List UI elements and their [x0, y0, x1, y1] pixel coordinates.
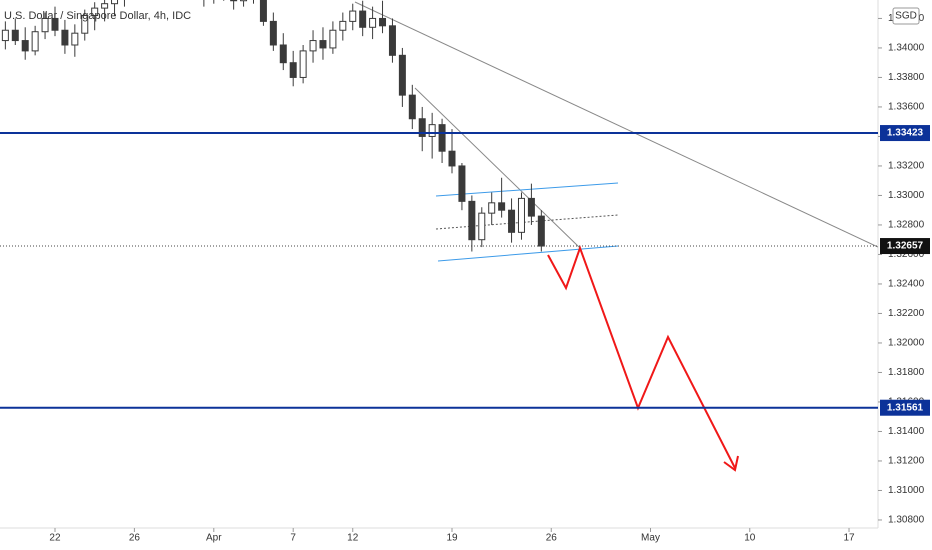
- x-tick-label: 7: [290, 533, 296, 544]
- candle-body: [11, 29, 19, 42]
- candle-body: [398, 54, 406, 96]
- last-price-box: [880, 238, 930, 255]
- candle-body: [299, 50, 307, 78]
- candle-body: [408, 94, 416, 120]
- candle-body: [230, 0, 238, 2]
- candle-body: [279, 44, 287, 64]
- level-label: 1.31561: [887, 402, 924, 413]
- x-tick-label: 12: [347, 533, 359, 544]
- candle-body: [240, 0, 248, 2]
- candle-body: [478, 212, 486, 241]
- level-label-box: [880, 399, 930, 416]
- candle-body: [448, 150, 456, 167]
- candle-body: [111, 0, 119, 5]
- projection-arrowhead: [723, 455, 739, 472]
- channel-line: [437, 245, 619, 262]
- projection-path: [547, 245, 736, 469]
- candle-body: [31, 31, 39, 52]
- y-tick-label: 1.33800: [888, 72, 925, 83]
- channel-line: [435, 182, 619, 197]
- candle-body: [488, 202, 496, 214]
- candle-body: [498, 202, 506, 211]
- x-tick-label: 26: [129, 533, 141, 544]
- level-label-box: [880, 125, 930, 142]
- y-tick-label: 1.32000: [888, 338, 925, 349]
- candle-body: [537, 215, 545, 247]
- candle-body: [369, 17, 377, 28]
- x-tick-label: May: [641, 533, 660, 544]
- trend-line: [414, 87, 581, 249]
- candle-body: [319, 40, 327, 49]
- candle-body: [289, 62, 297, 78]
- candle-body: [468, 200, 476, 241]
- y-tick-label: 1.33600: [888, 102, 925, 113]
- channel-mid-line: [435, 214, 619, 230]
- candle-body: [349, 10, 357, 22]
- candle-body: [259, 0, 267, 22]
- candle-body: [21, 40, 29, 52]
- x-tick-label: 17: [843, 533, 855, 544]
- level-label: 1.33423: [887, 128, 924, 139]
- y-tick-label: 1.33200: [888, 161, 925, 172]
- trend-line: [354, 1, 878, 248]
- y-tick-label: 1.31800: [888, 367, 925, 378]
- candle-body: [339, 20, 347, 31]
- currency-box: [892, 7, 920, 25]
- y-tick-label: 1.30800: [888, 515, 925, 526]
- y-tick-label: 1.33000: [888, 190, 925, 201]
- candle-body: [71, 32, 79, 46]
- candle-body: [359, 10, 367, 28]
- candle-body: [438, 124, 446, 152]
- candle-body: [428, 124, 436, 137]
- chart-title: U.S. Dollar / Singapore Dollar, 4h, IDC: [4, 10, 191, 22]
- x-tick-label: 10: [744, 533, 756, 544]
- candle-body: [61, 29, 69, 46]
- y-tick-label: 1.32800: [888, 220, 925, 231]
- y-tick-label: 1.32400: [888, 279, 925, 290]
- candle-body: [508, 209, 516, 233]
- candle-body: [91, 7, 99, 16]
- candle-body: [379, 17, 387, 27]
- x-tick-label: 22: [49, 533, 61, 544]
- y-tick-label: 1.32600: [888, 249, 925, 260]
- y-tick-label: 1.31200: [888, 456, 925, 467]
- candle-body: [269, 20, 277, 46]
- candle-body: [101, 3, 109, 9]
- y-tick-label: 1.31000: [888, 485, 925, 496]
- candle-body: [458, 165, 466, 202]
- y-tick-label: 1.34000: [888, 43, 925, 54]
- plot-area: [1, 0, 878, 472]
- y-tick-label: 1.31400: [888, 426, 925, 437]
- candle-body: [1, 29, 9, 42]
- currency-label: SGD: [895, 11, 917, 22]
- candle-body: [51, 17, 59, 31]
- candle-body: [41, 17, 49, 33]
- y-tick-label: 1.32200: [888, 308, 925, 319]
- last-price-label: 1.32657: [887, 241, 924, 252]
- x-tick-label: Apr: [206, 533, 222, 544]
- candle-body: [329, 29, 337, 49]
- candle-body: [418, 118, 426, 137]
- x-tick-label: 19: [446, 533, 458, 544]
- candle-body: [517, 197, 525, 233]
- candle-body: [527, 197, 535, 217]
- candle-body: [81, 14, 89, 34]
- x-tick-label: 26: [546, 533, 558, 544]
- candle-body: [388, 25, 396, 56]
- candle-body: [309, 40, 317, 52]
